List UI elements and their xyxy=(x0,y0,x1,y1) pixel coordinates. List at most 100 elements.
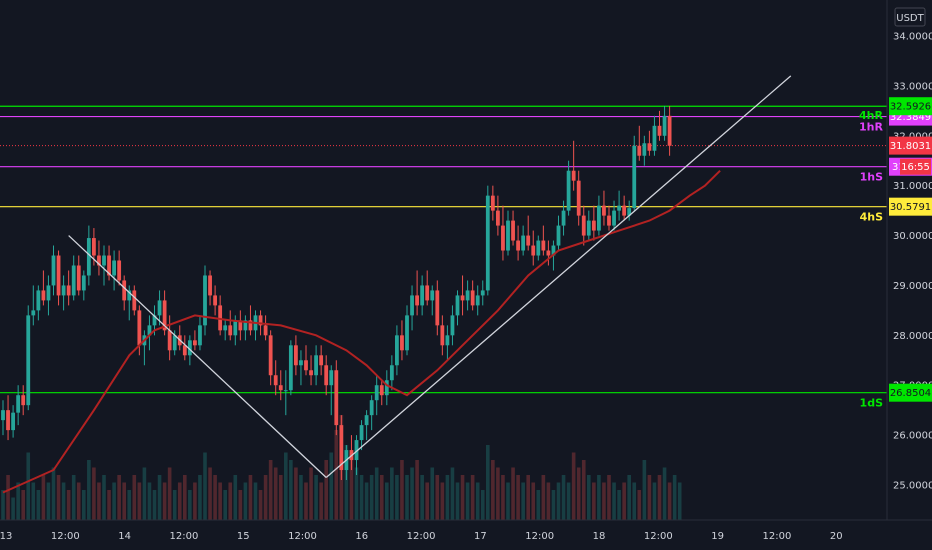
volume-bar xyxy=(480,490,485,520)
volume-bar xyxy=(470,475,475,520)
x-tick-label: 19 xyxy=(711,531,724,542)
candle-body xyxy=(81,275,86,291)
candle-body xyxy=(379,385,384,396)
volume-bar xyxy=(208,467,212,520)
volume-bar xyxy=(258,490,263,520)
volume-bar xyxy=(440,482,445,520)
volume-bar xyxy=(496,467,500,520)
x-tick-label: 20 xyxy=(830,531,843,542)
candle-body xyxy=(6,410,10,431)
trendline-1 xyxy=(68,235,327,478)
candle-body xyxy=(66,285,71,296)
volume-bar xyxy=(11,497,15,520)
trendlines xyxy=(68,75,792,479)
countdown-badge xyxy=(900,158,931,175)
volume-bar xyxy=(652,482,657,520)
volume-bar xyxy=(369,475,374,520)
candle-body xyxy=(107,255,111,276)
volume-bar xyxy=(107,490,111,520)
candle-body xyxy=(41,290,46,301)
candle-body xyxy=(283,390,288,392)
volume-bar xyxy=(127,490,132,520)
candle-body xyxy=(167,330,172,351)
volume-bar xyxy=(26,452,31,520)
price-badge-1dS xyxy=(889,383,932,402)
candle-body xyxy=(152,315,157,326)
volume-bar xyxy=(51,467,56,520)
x-tick-label: 18 xyxy=(593,531,606,542)
y-tick-label: 28.0000 xyxy=(893,331,932,342)
price-badge-text: 31.8031 xyxy=(890,141,931,152)
volume-bar xyxy=(526,475,530,520)
volume-bar xyxy=(304,482,308,520)
volume-bar xyxy=(299,475,303,520)
volume-bar xyxy=(657,475,662,520)
x-tick-label: 12:00 xyxy=(644,531,673,542)
candle-body xyxy=(218,305,223,331)
candle-body xyxy=(334,370,339,426)
volume-bar xyxy=(253,482,258,520)
volume-bar xyxy=(223,490,227,520)
y-tick-label: 29.0000 xyxy=(893,281,932,292)
volume-bar xyxy=(218,482,222,520)
volume-bar xyxy=(56,475,61,520)
candle-body xyxy=(501,225,505,251)
candle-body xyxy=(556,225,561,246)
volume-bar xyxy=(617,490,621,520)
price-axis[interactable]: 34.000033.000032.000031.000030.000029.00… xyxy=(886,0,932,520)
volume-bar xyxy=(420,475,424,520)
candle-body xyxy=(147,325,152,336)
candle-body xyxy=(637,145,642,156)
time-axis[interactable]: 13 12:00 14 12:00 15 12:00 16 12:00 17 12:00 18 12:… xyxy=(0,519,932,550)
volume-bar xyxy=(460,475,465,520)
candle-body xyxy=(137,310,142,346)
volume-bar xyxy=(314,475,318,520)
volume-bar xyxy=(66,490,71,520)
volume-bar xyxy=(71,475,76,520)
volume-bar xyxy=(465,482,470,520)
volume-bar xyxy=(400,460,404,520)
candle-body xyxy=(405,315,409,351)
candle-body xyxy=(546,250,551,256)
candle-body xyxy=(294,345,298,366)
candle-body xyxy=(354,440,359,461)
volume-bar xyxy=(152,490,157,520)
candle-body xyxy=(389,365,394,381)
volume-bar xyxy=(632,482,637,520)
volume-bar xyxy=(92,467,96,520)
volume-bar xyxy=(435,475,440,520)
candle-body xyxy=(182,345,187,356)
candle-body xyxy=(485,195,490,291)
x-tick-label: 12:00 xyxy=(51,531,80,542)
volume-bar xyxy=(273,467,278,520)
x-tick-label: 12:00 xyxy=(407,531,436,542)
volume-bar xyxy=(612,482,616,520)
volume-bar xyxy=(576,467,581,520)
candle-body xyxy=(36,290,41,311)
volume-bar xyxy=(390,467,394,520)
volume-bar xyxy=(379,475,384,520)
candle-body xyxy=(410,295,414,316)
volume-bar xyxy=(506,482,510,520)
volume-bar xyxy=(233,475,238,520)
volume-bar xyxy=(531,482,536,520)
volume-bar xyxy=(581,460,586,520)
moving-average xyxy=(2,169,721,494)
y-tick-label: 25.0000 xyxy=(893,481,932,492)
volume-bar xyxy=(354,467,359,520)
price-badge-text: 26.8504 xyxy=(890,388,931,399)
candle-body xyxy=(193,340,197,346)
volume-bar xyxy=(395,475,399,520)
volume-bar xyxy=(672,475,677,520)
candle-body xyxy=(369,400,374,416)
candle-body xyxy=(445,335,450,346)
volume-bar xyxy=(445,475,450,520)
volume-bar xyxy=(334,430,339,520)
volume-bar xyxy=(410,467,414,520)
volume-bar xyxy=(592,482,596,520)
level-label-1hR: 1hR xyxy=(859,121,883,134)
candle-body xyxy=(339,425,344,471)
volume-bar xyxy=(430,467,435,520)
